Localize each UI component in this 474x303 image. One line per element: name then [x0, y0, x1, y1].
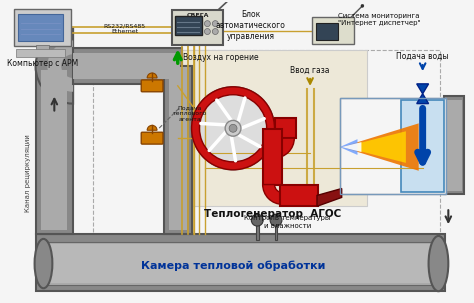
Wedge shape: [274, 138, 294, 158]
Bar: [447, 100, 462, 191]
Bar: [340, 98, 447, 195]
Bar: [340, 98, 447, 195]
Text: Контроль температуры
и влажности: Контроль температуры и влажности: [244, 215, 330, 229]
Bar: [169, 67, 187, 230]
Circle shape: [212, 28, 218, 35]
Circle shape: [204, 21, 210, 27]
Bar: [164, 66, 191, 234]
Text: RS232/RS485
Ethernet: RS232/RS485 Ethernet: [103, 23, 146, 34]
FancyBboxPatch shape: [18, 14, 63, 42]
Bar: [73, 48, 182, 84]
Polygon shape: [417, 84, 428, 94]
Text: Теплогенератор  АГОС: Теплогенератор АГОС: [204, 209, 341, 219]
Bar: [47, 244, 435, 283]
Wedge shape: [191, 87, 274, 170]
Text: Компьютер с АРМ: Компьютер с АРМ: [7, 59, 78, 68]
FancyBboxPatch shape: [312, 17, 354, 44]
Wedge shape: [36, 28, 73, 104]
Polygon shape: [342, 123, 419, 171]
Text: Блок
автоматического
управления: Блок автоматического управления: [216, 10, 286, 41]
Bar: [42, 70, 67, 230]
Wedge shape: [263, 185, 283, 204]
Wedge shape: [147, 125, 157, 130]
Circle shape: [225, 120, 241, 136]
Text: Воздух на горение: Воздух на горение: [183, 53, 259, 62]
Circle shape: [191, 87, 274, 170]
Text: Канал рециркуляции: Канал рециркуляции: [25, 134, 31, 211]
Circle shape: [212, 21, 218, 27]
Bar: [73, 53, 180, 79]
Bar: [16, 49, 65, 57]
Bar: [281, 185, 318, 206]
Polygon shape: [344, 131, 406, 163]
Bar: [36, 234, 446, 291]
Text: Камера тепловой обработки: Камера тепловой обработки: [141, 260, 325, 271]
Wedge shape: [47, 40, 73, 92]
Circle shape: [229, 124, 237, 132]
Text: СВЕГА: СВЕГА: [186, 13, 209, 18]
Bar: [445, 96, 464, 195]
Polygon shape: [342, 142, 362, 152]
Circle shape: [251, 214, 263, 226]
Circle shape: [361, 4, 364, 7]
Text: Подача воды: Подача воды: [396, 52, 449, 61]
FancyBboxPatch shape: [172, 10, 223, 45]
Text: Система мониторинга
"Интернет диспетчер": Система мониторинга "Интернет диспетчер": [338, 13, 420, 26]
Circle shape: [204, 28, 210, 35]
FancyBboxPatch shape: [141, 132, 163, 144]
Bar: [256, 220, 259, 240]
Wedge shape: [147, 73, 157, 78]
Polygon shape: [340, 139, 357, 155]
Bar: [93, 50, 440, 244]
Text: Ввод газа: Ввод газа: [291, 65, 330, 75]
FancyBboxPatch shape: [14, 9, 71, 46]
Bar: [274, 220, 277, 240]
FancyBboxPatch shape: [316, 23, 338, 40]
Bar: [401, 100, 445, 192]
Bar: [36, 66, 73, 234]
Bar: [36, 45, 49, 50]
Ellipse shape: [428, 236, 448, 291]
Bar: [274, 118, 296, 138]
Text: Подача
теплового
агента: Подача теплового агента: [173, 105, 207, 122]
FancyBboxPatch shape: [141, 80, 163, 92]
Circle shape: [270, 214, 282, 226]
Polygon shape: [417, 94, 428, 104]
Bar: [263, 129, 283, 185]
Bar: [182, 50, 367, 206]
Polygon shape: [317, 188, 342, 206]
Bar: [44, 242, 438, 285]
FancyBboxPatch shape: [175, 16, 202, 35]
Ellipse shape: [35, 239, 52, 288]
